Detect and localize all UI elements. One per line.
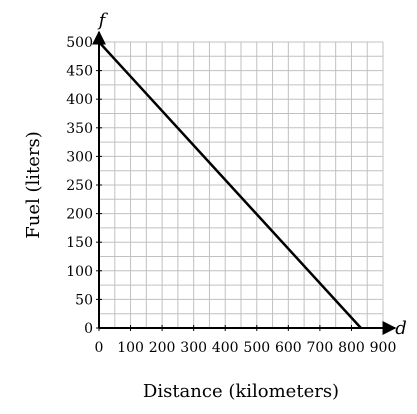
x-tick-label: 500	[243, 340, 270, 356]
x-tick-label: 200	[149, 340, 176, 356]
y-axis-title: Fuel (liters)	[23, 131, 44, 239]
series-line	[98, 41, 362, 329]
y-tick-label: 400	[66, 92, 93, 108]
x-tick-label: 900	[370, 340, 397, 356]
y-tick-label: 0	[84, 321, 93, 337]
x-tick-label: 800	[338, 340, 365, 356]
x-tick-label: 400	[212, 340, 239, 356]
y-tick-label: 500	[66, 35, 93, 51]
x-tick-label: 600	[275, 340, 302, 356]
x-tick-label: 100	[117, 340, 144, 356]
y-tick-label: 450	[66, 64, 93, 80]
grid	[98, 41, 384, 329]
x-tick-label: 0	[95, 340, 104, 356]
y-tick-label: 350	[66, 121, 93, 137]
labels: 0 100 200 300 400 500 600 700 800 900050100150200…	[23, 10, 407, 402]
x-variable-label: d	[395, 318, 407, 339]
x-tick-label: 300	[180, 340, 207, 356]
x-tick-label: 700	[307, 340, 334, 356]
y-tick-label: 250	[66, 178, 93, 194]
y-variable-label: f	[97, 10, 109, 31]
series	[98, 41, 362, 329]
y-tick-label: 150	[66, 235, 93, 251]
y-tick-label: 300	[66, 149, 93, 165]
axes	[92, 30, 397, 335]
x-axis-title: Distance (kilometers)	[143, 381, 339, 402]
y-tick-label: 50	[75, 292, 93, 308]
y-tick-label: 100	[66, 264, 93, 280]
y-tick-label: 200	[66, 207, 93, 223]
